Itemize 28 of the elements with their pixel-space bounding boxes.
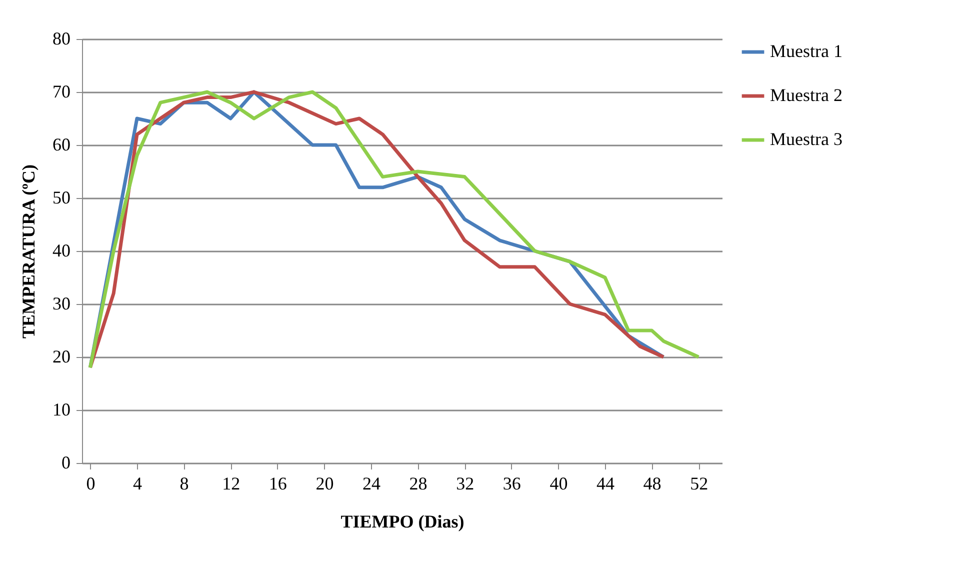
x-tick-label: 0: [86, 474, 96, 494]
x-tick-label: 44: [596, 474, 614, 494]
y-tick-label: 30: [52, 294, 70, 314]
x-axis-title: TIEMPO (Dias): [340, 512, 464, 532]
x-tick-label: 12: [222, 474, 240, 494]
x-tick-label: 48: [643, 474, 662, 494]
legend-label: Muestra 3: [770, 129, 842, 149]
y-tick-label: 0: [62, 452, 70, 472]
x-tick-label: 32: [456, 474, 474, 494]
x-tick-label: 20: [316, 474, 334, 494]
x-tick-label: 8: [180, 474, 189, 494]
x-tick-label: 52: [690, 474, 708, 494]
x-tick-label: 28: [409, 474, 428, 494]
x-tick-label: 4: [132, 474, 142, 494]
y-tick-label: 10: [52, 400, 70, 420]
x-tick-label: 36: [502, 474, 521, 494]
y-tick-label: 50: [52, 188, 70, 208]
y-tick-label: 70: [52, 82, 70, 102]
legend-label: Muestra 2: [770, 85, 842, 105]
y-tick-label: 60: [52, 134, 70, 154]
y-tick-label: 40: [52, 240, 70, 260]
x-tick-label: 40: [550, 474, 568, 494]
y-tick-label: 80: [52, 28, 70, 48]
legend-label: Muestra 1: [770, 41, 842, 61]
x-tick-label: 24: [362, 474, 380, 494]
y-axis-title: TEMPERATURA (ºC): [18, 164, 38, 339]
y-tick-label: 20: [52, 346, 70, 366]
x-tick-label: 16: [268, 474, 287, 494]
